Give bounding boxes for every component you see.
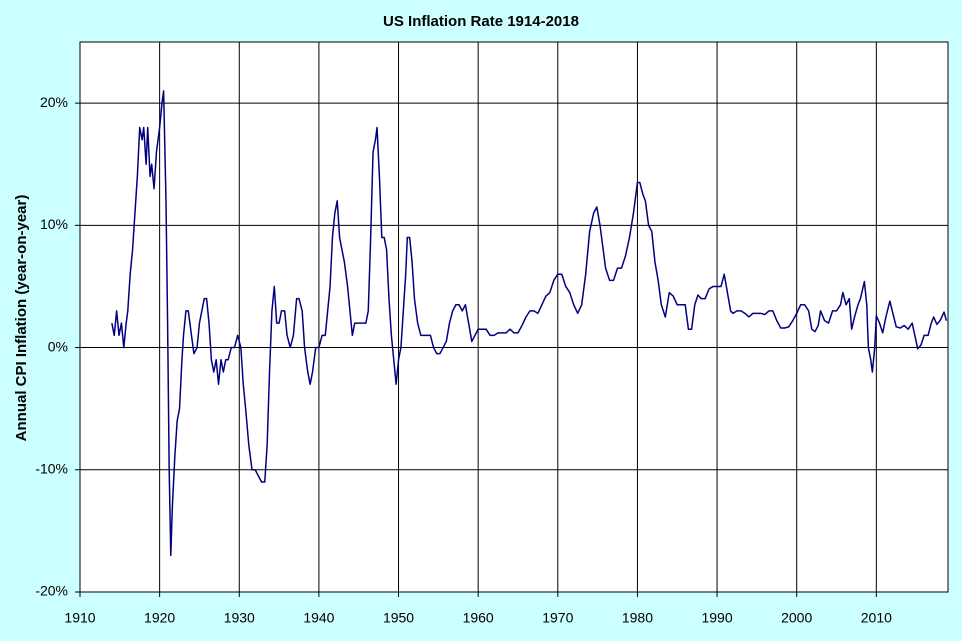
y-tick-label: -10% [35, 460, 68, 476]
y-tick-label: -20% [35, 583, 68, 599]
plot-area [79, 41, 949, 593]
y-tick-label: 10% [40, 216, 68, 232]
x-tick-label: 1920 [144, 610, 175, 626]
x-tick-label: 1940 [303, 610, 334, 626]
y-tick-label: 20% [40, 94, 68, 110]
chart-title: US Inflation Rate 1914-2018 [383, 13, 579, 30]
y-tick-label: 0% [48, 338, 68, 354]
x-tick-label: 2000 [781, 610, 812, 626]
y-axis-label: Annual CPI Inflation (year-on-year) [13, 195, 30, 442]
x-tick-label: 1980 [622, 610, 653, 626]
line-series [111, 90, 948, 557]
x-tick-label: 1970 [542, 610, 573, 626]
x-tick-label: 1960 [463, 610, 494, 626]
x-tick-label: 1910 [64, 610, 95, 626]
x-tick-label: 1950 [383, 610, 414, 626]
x-tick-label: 1990 [701, 610, 732, 626]
x-tick-label: 2010 [861, 610, 892, 626]
x-tick-label: 1930 [224, 610, 255, 626]
